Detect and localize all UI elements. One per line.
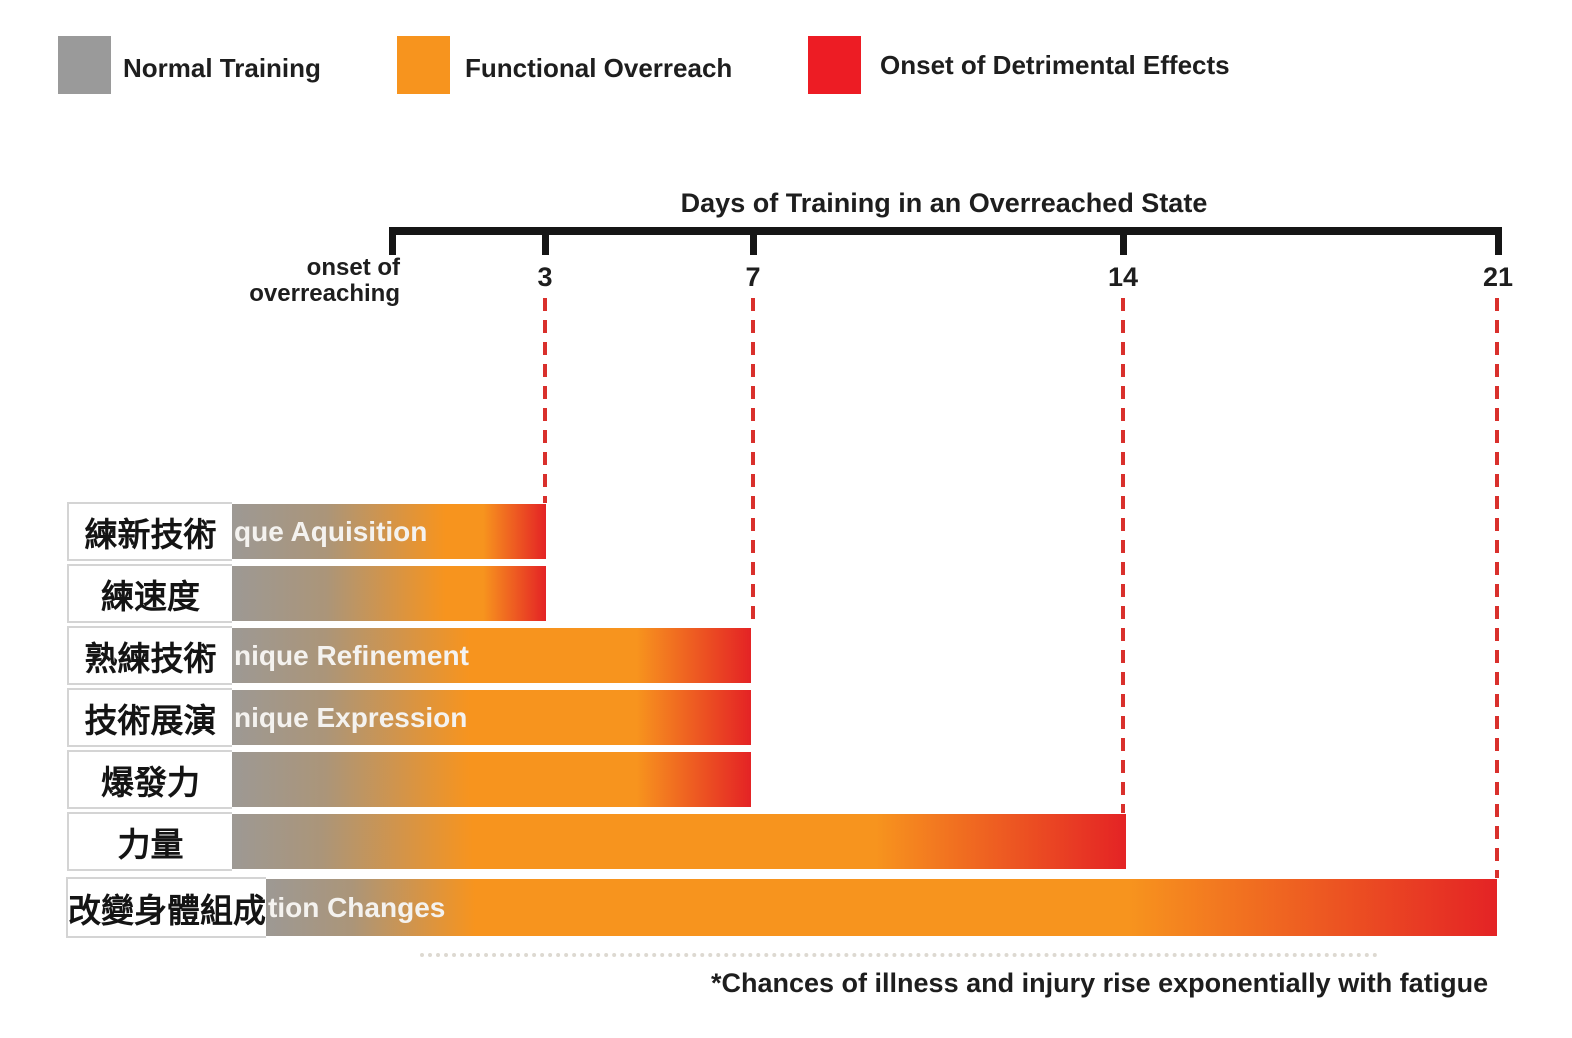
row-label-5: 爆發力 (101, 763, 200, 801)
row-label-3: 熟練技術 (84, 639, 217, 677)
row-label-4: 技術展演 (84, 701, 217, 739)
tick-label-7: 7 (745, 262, 761, 292)
row-label-box-6: 力量 (67, 812, 232, 871)
guide-line-day-3 (543, 298, 547, 503)
legend-label-detrimental-effects: Onset of Detrimental Effects (880, 50, 1230, 80)
axis-line (389, 227, 1502, 235)
row-label-box-7: 改變身體組成 (66, 877, 266, 938)
legend-swatch-functional-overreach (397, 36, 450, 94)
row-label-box-2: 練速度 (67, 564, 232, 623)
axis-origin-label: onset of overreaching (249, 254, 400, 307)
footnote: *Chances of illness and injury rise expo… (711, 968, 1489, 998)
row-label-box-4: 技術展演 (67, 688, 232, 747)
row-label-box-5: 爆發力 (67, 750, 232, 809)
legend-label-functional-overreach: Functional Overreach (465, 53, 733, 83)
row-label-box-1: 練新技術 (67, 502, 232, 561)
bar-text-7: tion Changes (268, 891, 446, 923)
legend-swatch-detrimental-effects (808, 36, 861, 94)
bar-text-1: que Aquisition (234, 515, 428, 547)
bar-row-5 (232, 752, 751, 807)
tick-label-21: 21 (1482, 262, 1514, 292)
bar-text-3: nique Refinement (234, 639, 469, 671)
bar-row-6 (232, 814, 1126, 869)
tick-label-14: 14 (1107, 262, 1139, 292)
faint-dotted-line (420, 953, 1378, 957)
tick-label-3: 3 (537, 262, 553, 292)
row-label-1: 練新技術 (84, 515, 217, 553)
bar-row-1 (232, 504, 546, 559)
axis-tick-14 (1120, 227, 1127, 255)
bar-row-7 (266, 879, 1497, 936)
bar-row-3 (232, 628, 751, 683)
bar-row-2 (232, 566, 546, 621)
row-label-6: 力量 (117, 825, 184, 863)
row-label-2: 練速度 (101, 577, 200, 615)
axis-tick-7 (750, 227, 757, 255)
row-label-7: 改變身體組成 (68, 891, 266, 929)
legend-swatch-normal-training (58, 36, 111, 94)
axis-title: Days of Training in an Overreached State (680, 188, 1208, 218)
guide-line-day-7 (751, 298, 755, 627)
axis-tick-origin (389, 227, 396, 255)
axis-tick-21 (1495, 227, 1502, 255)
guide-line-day-14 (1121, 298, 1125, 813)
bar-text-4: nique Expression (234, 701, 468, 733)
axis-tick-3 (542, 227, 549, 255)
guide-line-day-21 (1495, 298, 1499, 878)
legend-label-normal-training: Normal Training (123, 53, 321, 83)
row-label-box-3: 熟練技術 (67, 626, 232, 685)
bar-row-4 (232, 690, 751, 745)
